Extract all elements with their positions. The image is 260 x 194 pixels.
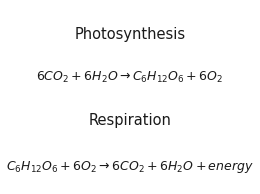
Text: $6CO_2 + 6H_2O \rightarrow C_6H_{12}O_6 + 6O_2$: $6CO_2 + 6H_2O \rightarrow C_6H_{12}O_6 … (36, 70, 224, 85)
Text: $C_6H_{12}O_6 + 6O_2 \rightarrow 6CO_2 + 6H_2O + energy$: $C_6H_{12}O_6 + 6O_2 \rightarrow 6CO_2 +… (6, 159, 254, 175)
Text: Respiration: Respiration (89, 113, 171, 128)
Text: Photosynthesis: Photosynthesis (74, 27, 186, 42)
